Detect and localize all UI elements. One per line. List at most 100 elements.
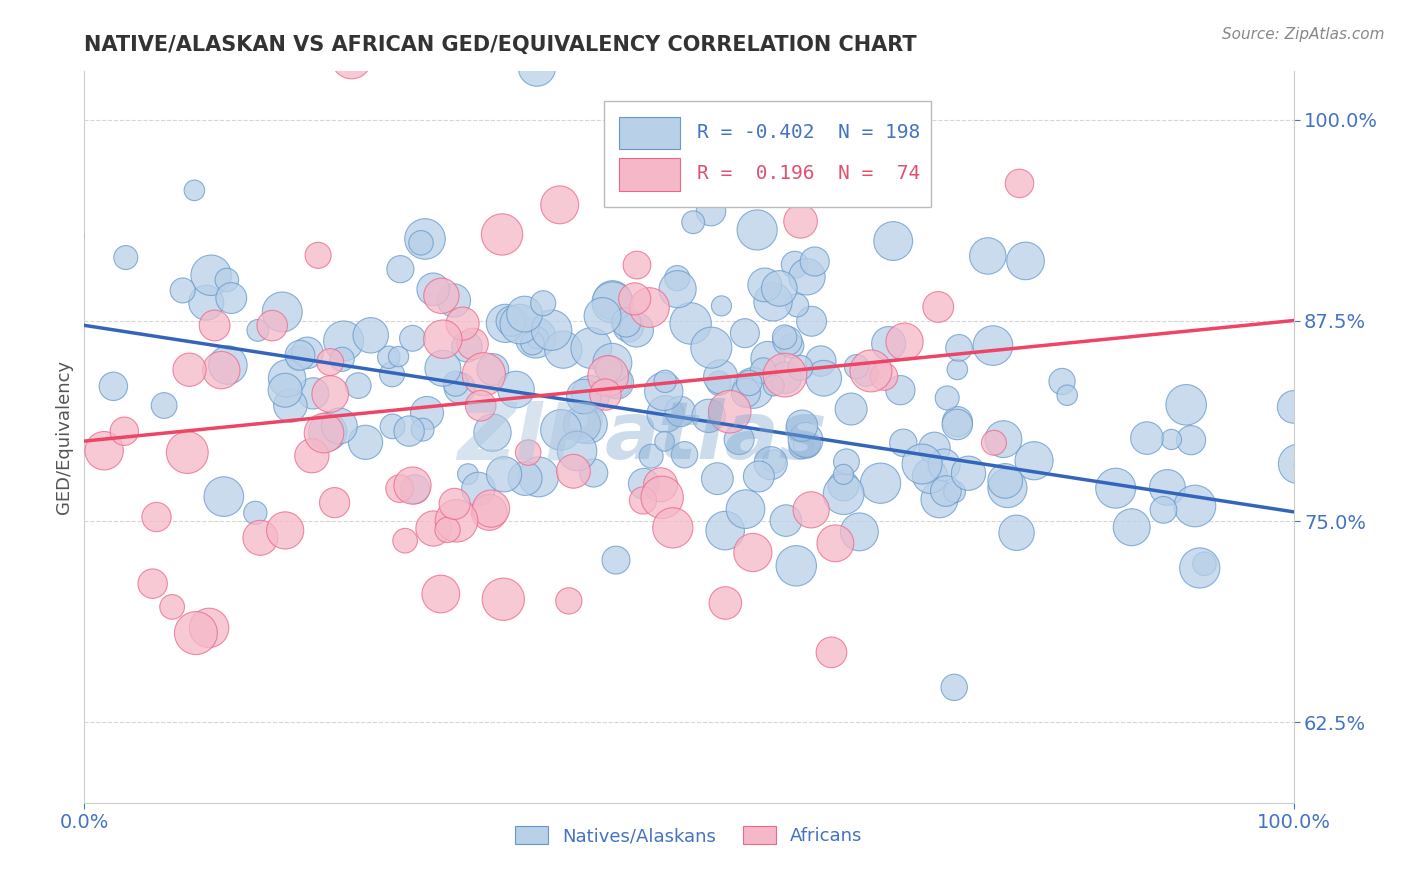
Point (889, 383, 911, 397)
Point (707, 376, 730, 391)
Point (734, 502, 756, 516)
Point (492, 592, 515, 607)
Point (714, 524, 737, 538)
Point (1153, 503, 1175, 517)
Text: Source: ZipAtlas.com: Source: ZipAtlas.com (1222, 27, 1385, 42)
Point (623, 292, 645, 306)
Point (470, 399, 492, 413)
Point (759, 456, 782, 470)
Point (204, 318, 226, 333)
Point (891, 435, 914, 450)
Point (1156, 480, 1178, 494)
Point (783, 258, 806, 272)
Point (212, 490, 235, 504)
Point (432, 361, 454, 376)
Point (505, 383, 527, 397)
Point (430, 587, 453, 601)
Point (682, 215, 704, 229)
Point (928, 492, 950, 507)
Point (669, 404, 692, 418)
Point (893, 334, 915, 349)
Point (773, 368, 796, 383)
Point (1286, 457, 1309, 471)
Text: ZIP: ZIP (457, 398, 605, 476)
Point (319, 355, 342, 369)
Point (562, 464, 585, 478)
Point (832, 487, 855, 501)
Point (780, 339, 803, 353)
Point (217, 358, 239, 372)
Point (1294, 458, 1316, 472)
Point (605, 375, 627, 389)
Point (718, 405, 741, 419)
Point (394, 533, 416, 548)
Point (472, 368, 495, 382)
Point (422, 282, 444, 296)
Point (7, 474, 30, 488)
Point (443, 293, 465, 308)
Point (1282, 400, 1305, 414)
Point (494, 317, 516, 331)
Point (626, 323, 648, 337)
Point (28, 367, 51, 381)
Point (209, 363, 232, 377)
Point (491, 227, 513, 242)
Point (215, 273, 238, 287)
Point (1022, 454, 1045, 468)
Legend: Natives/Alaskans, Africans: Natives/Alaskans, Africans (508, 819, 870, 852)
Point (666, 271, 689, 285)
Point (271, 305, 294, 319)
FancyBboxPatch shape (619, 117, 681, 149)
Point (738, 376, 761, 390)
Point (51, 277, 73, 291)
FancyBboxPatch shape (605, 101, 931, 207)
Point (526, 61, 548, 75)
Point (307, 248, 329, 262)
Point (401, 478, 423, 492)
Point (1014, 254, 1036, 268)
Point (943, 484, 966, 499)
Point (457, 467, 479, 482)
Point (184, 626, 207, 640)
Point (813, 371, 835, 385)
Point (378, 351, 401, 365)
Point (946, 417, 969, 432)
Point (513, 471, 536, 485)
Point (330, 352, 353, 367)
Point (172, 284, 194, 298)
Point (548, 198, 571, 212)
Point (652, 384, 675, 399)
Point (246, 323, 269, 337)
Point (934, 458, 956, 472)
Point (773, 330, 796, 344)
Point (859, 364, 882, 378)
Point (981, 338, 1004, 352)
Point (1296, 489, 1319, 503)
Point (432, 332, 454, 346)
Point (762, 378, 785, 392)
Point (183, 183, 205, 197)
Point (576, 417, 599, 432)
Point (347, 378, 370, 392)
Point (245, 506, 267, 520)
Point (745, 223, 768, 237)
Point (602, 293, 624, 307)
Point (297, 346, 319, 360)
Point (595, 387, 617, 401)
Point (262, 318, 284, 333)
Point (924, 441, 946, 455)
Point (1184, 499, 1206, 513)
Point (775, 514, 797, 528)
Point (1008, 177, 1031, 191)
FancyBboxPatch shape (619, 159, 681, 191)
Point (461, 337, 484, 351)
Point (666, 282, 689, 296)
Point (673, 448, 696, 462)
Point (650, 477, 672, 491)
Text: NATIVE/ALASKAN VS AFRICAN GED/EQUIVALENCY CORRELATION CHART: NATIVE/ALASKAN VS AFRICAN GED/EQUIVALENC… (84, 35, 917, 54)
Point (413, 232, 436, 246)
Point (882, 234, 904, 248)
Point (790, 418, 813, 433)
Point (509, 317, 531, 331)
Point (832, 478, 855, 492)
